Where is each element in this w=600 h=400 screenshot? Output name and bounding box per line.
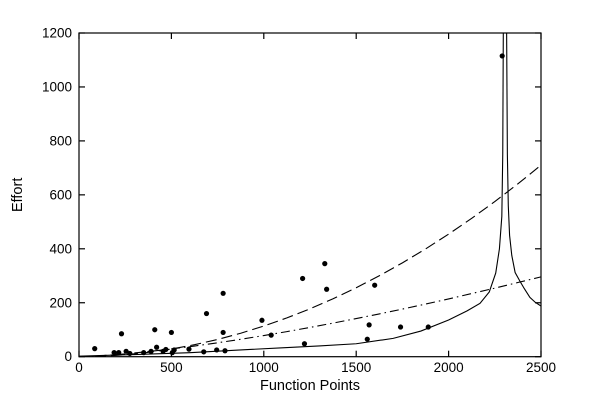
data-point bbox=[372, 282, 378, 288]
y-tick-label: 800 bbox=[49, 133, 72, 148]
x-tick-label: 0 bbox=[75, 360, 83, 375]
data-point bbox=[141, 350, 147, 356]
data-point bbox=[366, 322, 372, 328]
x-tick-label: 2500 bbox=[526, 360, 556, 375]
data-point bbox=[148, 348, 154, 354]
data-point bbox=[220, 329, 226, 336]
y-tick-label: 400 bbox=[49, 241, 72, 256]
data-point bbox=[186, 346, 192, 352]
curve-solid bbox=[506, 33, 541, 307]
y-tick-label: 1200 bbox=[42, 26, 72, 41]
curve-dashdot bbox=[79, 276, 541, 357]
x-tick-label: 500 bbox=[160, 360, 183, 375]
y-tick-label: 600 bbox=[49, 187, 72, 202]
data-point bbox=[499, 53, 505, 59]
x-axis: 0 500 1000 1500 2000 2500 bbox=[75, 33, 556, 375]
data-point bbox=[324, 286, 330, 292]
curve-dashed bbox=[79, 164, 541, 357]
data-point bbox=[300, 275, 306, 282]
data-point bbox=[364, 336, 370, 342]
data-point bbox=[425, 324, 431, 330]
data-point bbox=[111, 350, 117, 356]
data-point bbox=[203, 310, 210, 317]
data-point bbox=[116, 350, 122, 356]
data-point bbox=[301, 341, 308, 347]
data-point bbox=[118, 331, 125, 337]
data-point bbox=[259, 317, 265, 323]
x-axis-title: Function Points bbox=[260, 378, 360, 394]
data-point bbox=[92, 346, 98, 352]
data-point bbox=[214, 347, 220, 353]
data-point bbox=[220, 290, 226, 296]
data-point bbox=[171, 347, 177, 353]
x-tick-label: 1500 bbox=[341, 360, 371, 375]
x-tick-label: 2000 bbox=[434, 360, 464, 375]
model-curves bbox=[79, 33, 541, 357]
data-point bbox=[322, 261, 328, 267]
data-point bbox=[168, 329, 174, 336]
scatter-points bbox=[92, 53, 505, 357]
data-point bbox=[127, 350, 133, 357]
data-point bbox=[201, 349, 207, 355]
data-point bbox=[163, 346, 169, 353]
data-point bbox=[397, 324, 404, 330]
x-tick-label: 1000 bbox=[249, 360, 279, 375]
data-point bbox=[154, 344, 160, 350]
y-tick-label: 0 bbox=[64, 349, 72, 364]
y-axis: 0 200 400 600 800 1000 1200 bbox=[42, 26, 541, 364]
data-point bbox=[152, 327, 158, 333]
y-axis-title: Effort bbox=[10, 178, 26, 212]
y-tick-label: 1000 bbox=[42, 79, 72, 94]
y-tick-label: 200 bbox=[49, 295, 72, 310]
data-point bbox=[268, 332, 274, 338]
data-point bbox=[222, 348, 228, 354]
curve-solid bbox=[79, 33, 504, 357]
